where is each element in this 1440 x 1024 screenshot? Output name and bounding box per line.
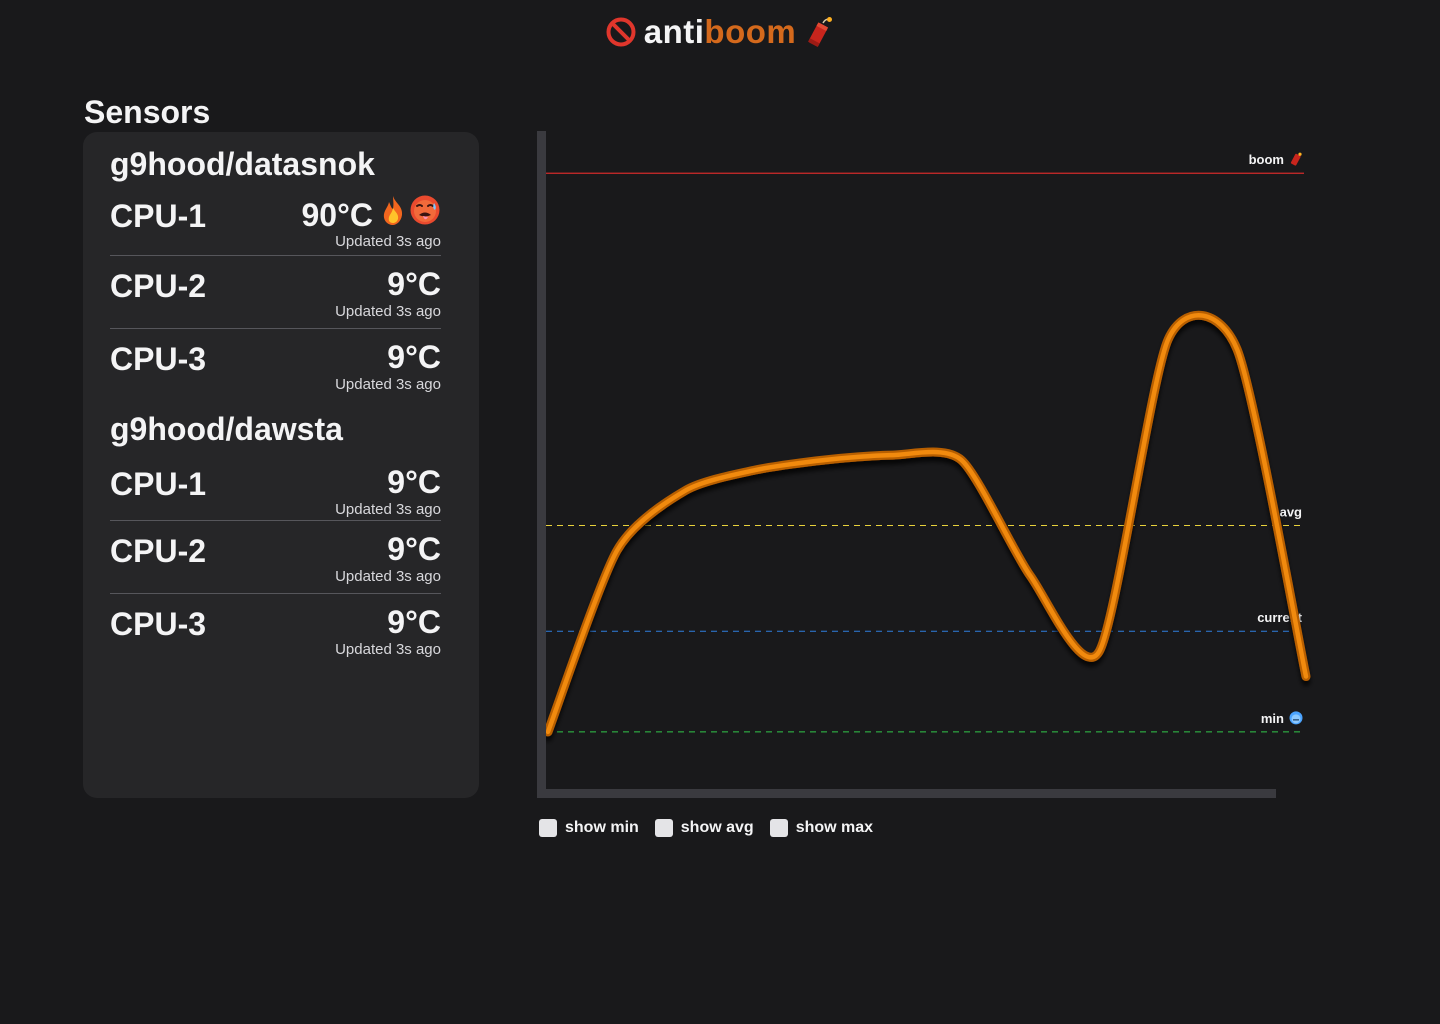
show-min-toggle[interactable]: show min <box>539 818 639 838</box>
sensor-temp: 9°C <box>387 464 441 500</box>
sensor-row[interactable]: CPU-1 90°C <box>110 194 442 256</box>
sensor-row[interactable]: CPU-3 9°C Updated 3s ago <box>110 339 441 402</box>
sensor-card: g9hood/datasnok CPU-1 90°C <box>83 132 479 798</box>
show-min-checkbox[interactable] <box>539 819 557 837</box>
sensor-name: CPU-3 <box>110 606 207 642</box>
no-entry-icon <box>606 17 636 47</box>
series-line <box>545 313 1309 735</box>
sensor-temp: 9°C <box>387 604 441 640</box>
ref-label-avg: avg <box>1280 505 1302 520</box>
fire-icon <box>379 194 407 235</box>
brand-logo: antiboom <box>644 12 797 52</box>
show-max-toggle[interactable]: show max <box>769 818 874 838</box>
show-max-checkbox[interactable] <box>769 819 788 837</box>
show-avg-label: show avg <box>680 819 754 836</box>
host-name: g9hood/datasnok <box>110 146 375 182</box>
sensor-temp: 9°C <box>387 531 441 567</box>
sensor-updated: Updated 3s ago <box>335 501 441 518</box>
sensor-row[interactable]: CPU-2 9°C Updated 3s ago <box>110 266 441 329</box>
sensor-updated: Updated 3s ago <box>335 376 441 393</box>
sensor-name: CPU-2 <box>110 533 207 569</box>
brand-anti: anti <box>643 13 705 50</box>
show-avg-checkbox[interactable] <box>654 819 673 837</box>
sensor-name: CPU-2 <box>110 268 207 304</box>
sensor-temp-group: 90°C <box>302 194 442 235</box>
sensor-temp: 90°C <box>301 196 374 233</box>
series-line-outline <box>543 310 1311 737</box>
cold-face-icon <box>1289 711 1303 725</box>
sensor-temp: 9°C <box>387 339 441 375</box>
ref-label-boom: boom <box>1249 152 1284 167</box>
sensors-title: Sensors <box>84 94 211 130</box>
sensor-updated: Updated 3s ago <box>335 568 441 585</box>
sensor-row[interactable]: CPU-2 9°C Updated 3s ago <box>110 531 441 594</box>
sensor-temp: 9°C <box>387 266 441 302</box>
sensor-updated: Updated 3s ago <box>335 303 441 320</box>
chart-toggles: show min show avg show max <box>539 818 873 838</box>
brand-boom: boom <box>704 13 797 50</box>
sensor-name: CPU-1 <box>110 466 207 502</box>
hot-face-icon <box>409 194 441 235</box>
temperature-chart: boom avg current min <box>536 130 1326 802</box>
y-axis <box>537 131 546 798</box>
show-min-label: show min <box>565 819 639 836</box>
ref-label-min: min <box>1261 711 1284 726</box>
sensor-name: CPU-1 <box>110 198 207 234</box>
hot-indicator <box>379 194 441 235</box>
sensor-updated: Updated 3s ago <box>335 233 441 250</box>
show-max-label: show max <box>795 819 874 836</box>
sensor-row[interactable]: CPU-1 9°C Updated 3s ago <box>110 464 441 521</box>
sensor-updated: Updated 3s ago <box>335 641 441 658</box>
sensor-name: CPU-3 <box>110 341 207 377</box>
x-axis <box>537 789 1276 798</box>
show-avg-toggle[interactable]: show avg <box>654 818 754 838</box>
firecracker-icon <box>804 16 834 48</box>
app-header: antiboom <box>0 12 1440 52</box>
firecracker-icon <box>1290 152 1302 166</box>
sensor-row[interactable]: CPU-3 9°C Updated 3s ago <box>110 604 441 667</box>
host-name: g9hood/dawsta <box>110 411 343 447</box>
